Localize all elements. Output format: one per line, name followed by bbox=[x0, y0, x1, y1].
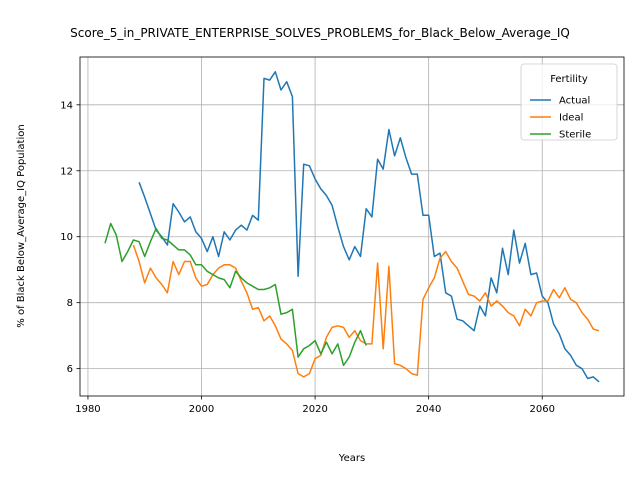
legend-title: Fertility bbox=[550, 74, 588, 85]
y-tick-label: 6 bbox=[67, 364, 73, 375]
y-axis-label: % of Black Below_Average_IQ Population bbox=[16, 124, 27, 327]
y-tick-label: 8 bbox=[67, 298, 73, 309]
x-tick-label: 2020 bbox=[302, 404, 327, 415]
x-tick-label: 2000 bbox=[189, 404, 214, 415]
y-tick-label: 12 bbox=[60, 166, 73, 177]
series-line-actual bbox=[138, 71, 600, 383]
legend-box bbox=[520, 63, 618, 141]
chart-title: Score_5_in_PRIVATE_ENTERPRISE_SOLVES_PRO… bbox=[70, 26, 570, 40]
legend-label-actual: Actual bbox=[559, 96, 590, 107]
y-axis-ticks: 6 8 10 12 14 bbox=[60, 100, 80, 375]
legend: Fertility Actual Ideal Sterile bbox=[520, 63, 618, 141]
series-line-sterile bbox=[104, 222, 367, 367]
legend-items: Actual Ideal Sterile bbox=[530, 96, 591, 141]
plot-area-frame bbox=[79, 56, 625, 397]
x-tick-label: 2060 bbox=[530, 404, 555, 415]
y-tick-label: 10 bbox=[60, 232, 73, 243]
x-tick-label: 2040 bbox=[416, 404, 441, 415]
x-axis-label: Years bbox=[338, 453, 365, 464]
series-lines bbox=[104, 71, 600, 383]
legend-label-sterile: Sterile bbox=[559, 130, 591, 141]
x-tick-label: 1980 bbox=[75, 404, 100, 415]
x-axis-ticks: 1980 2000 2020 2040 2060 bbox=[75, 396, 555, 415]
x-gridlines bbox=[87, 57, 543, 396]
legend-label-ideal: Ideal bbox=[559, 113, 583, 124]
y-tick-label: 14 bbox=[60, 100, 73, 111]
